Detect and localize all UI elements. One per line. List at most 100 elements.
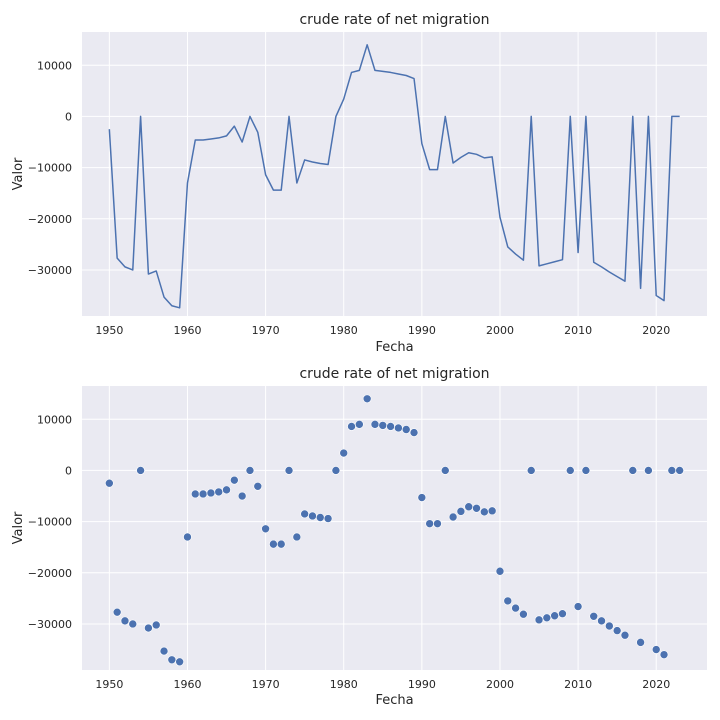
scatter-point [519,609,528,619]
scatter-point [253,481,263,491]
scatter-point [339,448,349,458]
scatter-point [448,512,458,522]
scatter-point [511,603,520,613]
scatter-point [206,488,216,498]
scatter-point [659,650,669,659]
scatter-point [214,487,224,497]
scatter-point [534,615,544,625]
scatter-point [284,466,294,475]
scatter-point [315,513,325,522]
scatter-point [300,509,309,519]
scatter-chart-panel: 1950 1960 1970 1980 1990 2000 2010 2020 10000 0 −… [11,366,707,708]
x-tick-label: 2010 [564,678,592,691]
plot-background [82,32,707,316]
scatter-point [198,489,208,499]
scatter-point [558,609,567,619]
y-tick-label: −30000 [28,618,72,631]
scatter-point [417,493,427,502]
scatter-point [386,422,395,431]
series-line [108,44,680,309]
scatter-point [128,619,138,629]
scatter-point [378,421,388,430]
scatter-point [175,657,184,667]
x-tick-label: 1990 [408,324,436,337]
scatter-point [456,507,466,516]
scatter-point [237,491,247,501]
scatter-point [347,422,356,431]
y-tick-label: −20000 [28,567,72,580]
gridlines [82,386,707,670]
scatter-point [183,532,192,542]
scatter-point [550,611,559,621]
chart-title: crude rate of net migration [299,12,489,28]
line-chart-panel: 1950 1960 1970 1980 1990 2000 2010 2020 10000 0 −… [11,12,707,355]
scatter-point [472,503,481,513]
scatter-point [542,613,552,623]
y-tick-labels: 10000 0 −10000 −20000 −30000 [28,413,72,631]
x-tick-label: 1960 [173,324,201,337]
y-axis-label: Valor [11,511,26,544]
x-tick-label: 1980 [330,678,358,691]
x-tick-label: 1990 [408,678,436,691]
scatter-point [355,420,364,429]
gridlines [82,32,707,316]
y-tick-label: 10000 [37,59,72,72]
scatter-point [581,466,591,475]
scatter-point [261,524,270,534]
scatter-point [605,621,614,631]
scatter-point [362,394,372,404]
scatter-point [308,511,317,521]
scatter-point [526,466,536,475]
y-tick-label: −20000 [28,213,72,226]
scatter-point [292,532,302,542]
x-tick-labels: 1950 1960 1970 1980 1990 2000 2010 2020 [95,678,670,691]
scatter-point [589,611,599,621]
series-marks [108,44,680,309]
scatter-point [331,466,341,475]
y-tick-label: −10000 [28,162,72,175]
scatter-point [503,596,513,606]
x-tick-label: 1970 [252,324,280,337]
scatter-point [167,655,177,665]
x-tick-label: 1960 [173,678,201,691]
scatter-point [628,466,638,475]
scatter-point [565,466,575,475]
scatter-point [276,539,286,549]
scatter-point [269,539,278,549]
scatter-point [636,638,645,647]
x-tick-label: 2020 [642,678,670,691]
scatter-point [222,485,231,495]
x-tick-label: 2000 [486,678,514,691]
scatter-point [425,519,434,528]
scatter-point [675,466,684,475]
y-tick-label: 0 [65,110,72,123]
scatter-point [159,646,169,656]
scatter-point [151,620,161,630]
scatter-point [409,428,419,437]
x-tick-labels: 1950 1960 1970 1980 1990 2000 2010 2020 [95,324,670,337]
scatter-point [480,507,489,517]
series-marks [105,394,684,667]
scatter-point [112,607,122,617]
x-tick-label: 1950 [95,678,123,691]
scatter-point [644,466,653,475]
scatter-point [190,489,200,499]
scatter-point [573,602,583,611]
y-tick-label: −30000 [28,264,72,277]
scatter-point [370,420,380,429]
x-tick-label: 2010 [564,324,592,337]
scatter-point [245,466,255,475]
scatter-point [136,466,145,475]
scatter-point [120,616,130,626]
x-tick-label: 1970 [252,678,280,691]
scatter-point [440,466,450,475]
y-tick-label: −10000 [28,516,72,529]
scatter-point [394,423,403,433]
chart-title: crude rate of net migration [299,366,489,382]
scatter-point [105,478,114,488]
y-tick-label: 10000 [37,413,72,426]
y-tick-label: 0 [65,464,72,477]
scatter-point [464,502,474,512]
x-tick-label: 1950 [95,324,123,337]
